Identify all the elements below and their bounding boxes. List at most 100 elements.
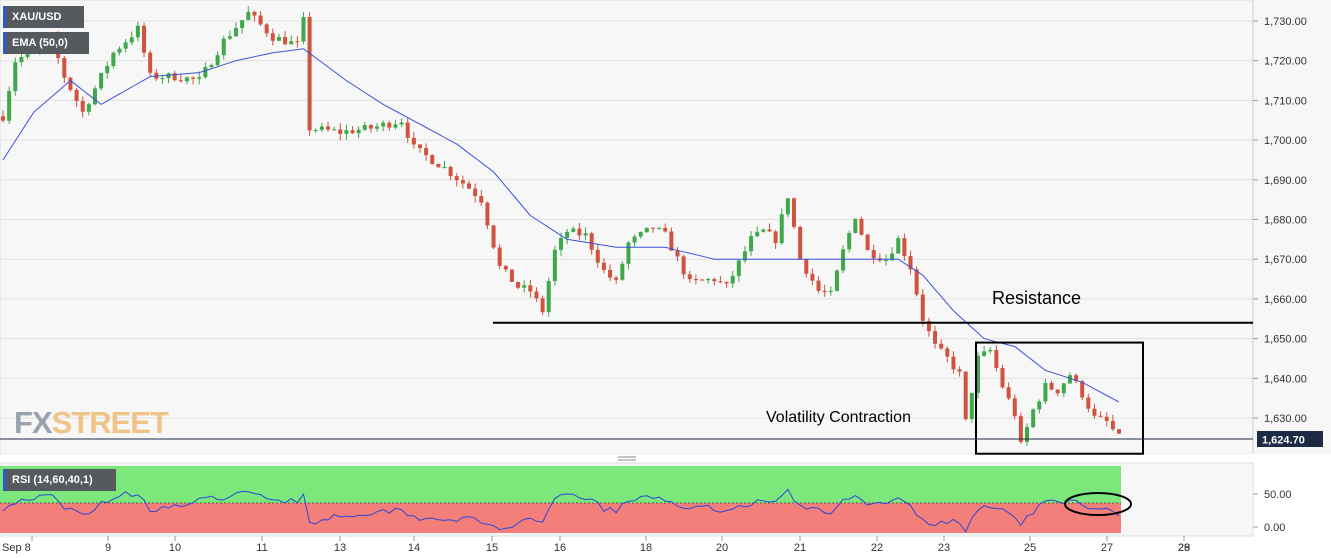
candle-body [473, 188, 478, 197]
time-tick-label: 21 [794, 542, 806, 554]
time-tick-label: Sep 8 [2, 542, 31, 554]
candle-body [1031, 409, 1036, 428]
candle-body [1043, 382, 1048, 402]
rsi-label: RSI (14,60,40,1) [12, 474, 93, 486]
time-tick-label: 23 [938, 542, 950, 554]
symbol-label: XAU/USD [12, 11, 62, 23]
fxstreet-watermark: FXSTREET [14, 405, 169, 440]
time-tick-label: 25 [1024, 542, 1036, 554]
candle-body [957, 369, 962, 372]
candle-body [1012, 398, 1017, 417]
candle-body [240, 20, 245, 29]
volatility-contraction-box [975, 341, 1144, 455]
time-tick-label: 10 [169, 542, 181, 554]
candle-body [638, 232, 643, 237]
candle-body [184, 77, 189, 82]
candle-body [258, 15, 263, 25]
price-tick-label: 1,650.00 [1264, 334, 1307, 346]
candle-body [1055, 389, 1060, 394]
candle-body [822, 290, 827, 292]
candle-body [479, 196, 484, 203]
candle-body [914, 269, 919, 295]
price-tick-label: 1,730.00 [1264, 16, 1307, 28]
candle-body [871, 250, 876, 259]
candle-body [424, 148, 429, 156]
candle-body [700, 279, 705, 281]
time-tick-label: 14 [408, 542, 420, 554]
candle-body [393, 124, 398, 128]
candle-body [399, 122, 404, 125]
candle-body [1092, 408, 1097, 416]
candle-body [669, 231, 674, 251]
candle-body [650, 227, 655, 229]
ema-label: EMA (50,0) [12, 37, 68, 49]
candle-body [687, 274, 692, 280]
candle-body [994, 349, 999, 369]
candle-body [908, 256, 913, 270]
candle-body [344, 130, 349, 134]
candle-body [988, 349, 993, 352]
candle-body [546, 281, 551, 313]
candle-body [975, 355, 980, 393]
candle-body [853, 218, 858, 234]
candle-body [620, 263, 625, 280]
candle-body [442, 166, 447, 168]
time-tick-label: 29 [1178, 542, 1190, 554]
candle-body [571, 228, 576, 232]
rsi-tick-label: 0.00 [1264, 522, 1285, 534]
time-tick-label: 15 [486, 542, 498, 554]
candle-body [338, 129, 343, 134]
candle-body [19, 57, 24, 63]
symbol-chip[interactable]: XAU/USD [3, 6, 84, 28]
candle-body [810, 273, 815, 281]
candle-body [497, 247, 502, 266]
candle-body [614, 277, 619, 280]
candle-body [1104, 416, 1109, 421]
candle-body [755, 231, 760, 237]
candle-body [945, 348, 950, 357]
pane-splitter[interactable] [0, 454, 1331, 463]
candle-body [834, 270, 839, 291]
volatility-label: Volatility Contraction [766, 409, 911, 426]
candle-body [761, 229, 766, 232]
candle-body [1098, 415, 1103, 417]
candle-body [80, 101, 85, 112]
candle-body [350, 130, 355, 134]
candle-body [319, 126, 324, 130]
time-tick-label: 18 [640, 542, 652, 554]
rsi-line [2, 488, 1120, 533]
rsi-chip[interactable]: RSI (14,60,40,1) [3, 469, 116, 491]
candle-body [68, 77, 73, 90]
candle-body [1067, 375, 1072, 384]
candle-body [1018, 416, 1023, 442]
time-tick-label: 22 [871, 542, 883, 554]
candle-body [724, 281, 729, 284]
candle-body [865, 234, 870, 251]
candle-body [74, 89, 79, 102]
ema-chip[interactable]: EMA (50,0) [3, 32, 89, 54]
candle-body [565, 231, 570, 238]
candle-body [730, 275, 735, 284]
ema-line [2, 48, 1120, 403]
candle-body [246, 11, 251, 21]
candle-body [13, 62, 18, 92]
candle-body [454, 176, 459, 181]
candle-body [405, 122, 410, 138]
candle-body [1049, 382, 1054, 390]
candle-body [166, 73, 171, 79]
rsi-tick-labels: 50.00 0.00 [1253, 489, 1292, 534]
candle-body [1, 116, 5, 121]
price-tick-label: 1,700.00 [1264, 135, 1307, 147]
candle-body [99, 73, 104, 89]
candle-body [105, 66, 110, 74]
candle-body [387, 122, 392, 128]
candles [1, 6, 1121, 447]
rsi-lower-zone [0, 503, 1121, 533]
candle-body [197, 77, 202, 79]
candle-body [86, 104, 91, 112]
candle-body [313, 129, 318, 131]
candle-body [209, 64, 214, 68]
candle-body [417, 144, 422, 149]
